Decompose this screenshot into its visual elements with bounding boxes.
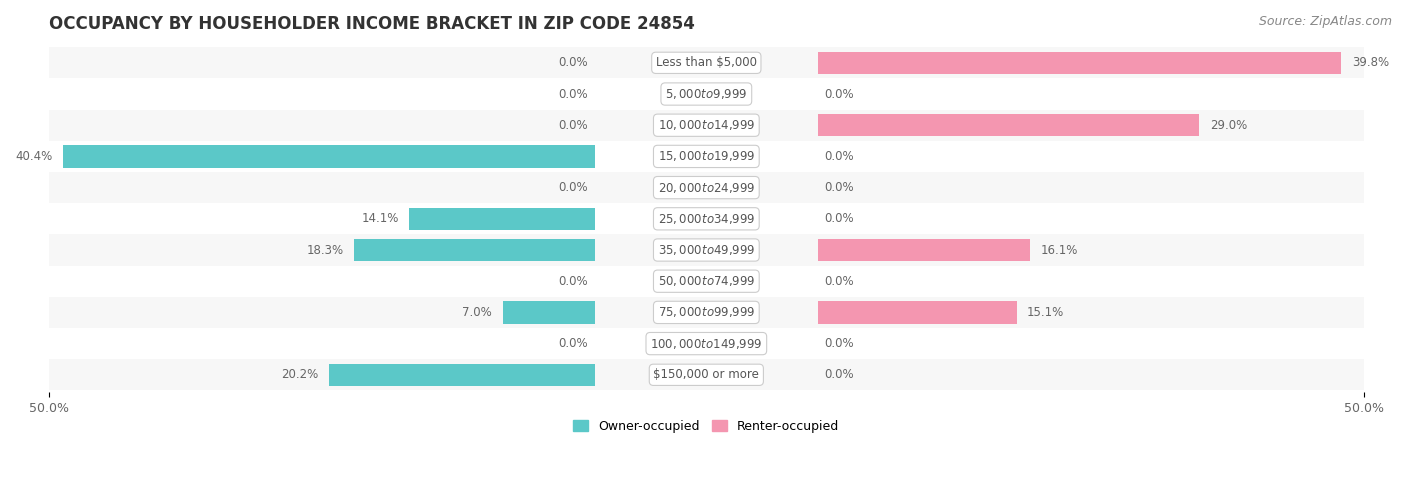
- Text: 0.0%: 0.0%: [558, 119, 588, 132]
- Bar: [409, 208, 595, 230]
- Bar: [502, 301, 595, 324]
- Text: $25,000 to $34,999: $25,000 to $34,999: [658, 212, 755, 226]
- Legend: Owner-occupied, Renter-occupied: Owner-occupied, Renter-occupied: [568, 415, 845, 438]
- Text: 14.1%: 14.1%: [361, 212, 399, 226]
- Bar: [63, 145, 595, 168]
- Bar: [818, 301, 1017, 324]
- Bar: [354, 239, 595, 261]
- Text: $10,000 to $14,999: $10,000 to $14,999: [658, 118, 755, 132]
- Text: 0.0%: 0.0%: [825, 150, 855, 163]
- Text: 7.0%: 7.0%: [463, 306, 492, 319]
- Text: $150,000 or more: $150,000 or more: [654, 368, 759, 382]
- Text: 39.8%: 39.8%: [1351, 56, 1389, 69]
- Text: 0.0%: 0.0%: [825, 337, 855, 350]
- Bar: [49, 266, 1364, 297]
- Bar: [49, 47, 1364, 78]
- Bar: [818, 52, 1341, 74]
- Text: Source: ZipAtlas.com: Source: ZipAtlas.com: [1258, 15, 1392, 28]
- Text: $35,000 to $49,999: $35,000 to $49,999: [658, 243, 755, 257]
- Text: 0.0%: 0.0%: [558, 275, 588, 288]
- Text: 40.4%: 40.4%: [15, 150, 53, 163]
- Text: 18.3%: 18.3%: [307, 243, 343, 257]
- Bar: [49, 110, 1364, 141]
- Bar: [49, 78, 1364, 110]
- Text: 29.0%: 29.0%: [1209, 119, 1247, 132]
- Bar: [818, 114, 1199, 137]
- Bar: [49, 328, 1364, 359]
- Text: OCCUPANCY BY HOUSEHOLDER INCOME BRACKET IN ZIP CODE 24854: OCCUPANCY BY HOUSEHOLDER INCOME BRACKET …: [49, 15, 695, 33]
- Bar: [49, 297, 1364, 328]
- Text: $20,000 to $24,999: $20,000 to $24,999: [658, 181, 755, 194]
- Text: 0.0%: 0.0%: [825, 87, 855, 101]
- Bar: [49, 172, 1364, 203]
- Bar: [49, 203, 1364, 234]
- Text: 0.0%: 0.0%: [558, 181, 588, 194]
- Text: 0.0%: 0.0%: [558, 87, 588, 101]
- Bar: [818, 239, 1029, 261]
- Text: 0.0%: 0.0%: [825, 212, 855, 226]
- Text: Less than $5,000: Less than $5,000: [655, 56, 756, 69]
- Bar: [49, 234, 1364, 266]
- Text: 0.0%: 0.0%: [558, 337, 588, 350]
- Text: 20.2%: 20.2%: [281, 368, 319, 382]
- Text: 16.1%: 16.1%: [1040, 243, 1077, 257]
- Text: $5,000 to $9,999: $5,000 to $9,999: [665, 87, 748, 101]
- Text: 0.0%: 0.0%: [825, 368, 855, 382]
- Bar: [329, 364, 595, 386]
- Text: 0.0%: 0.0%: [558, 56, 588, 69]
- Text: $100,000 to $149,999: $100,000 to $149,999: [650, 337, 762, 350]
- Text: 0.0%: 0.0%: [825, 275, 855, 288]
- Text: $75,000 to $99,999: $75,000 to $99,999: [658, 305, 755, 319]
- Bar: [49, 141, 1364, 172]
- Text: 0.0%: 0.0%: [825, 181, 855, 194]
- Bar: [49, 359, 1364, 390]
- Text: $15,000 to $19,999: $15,000 to $19,999: [658, 149, 755, 163]
- Text: 15.1%: 15.1%: [1028, 306, 1064, 319]
- Text: $50,000 to $74,999: $50,000 to $74,999: [658, 274, 755, 288]
